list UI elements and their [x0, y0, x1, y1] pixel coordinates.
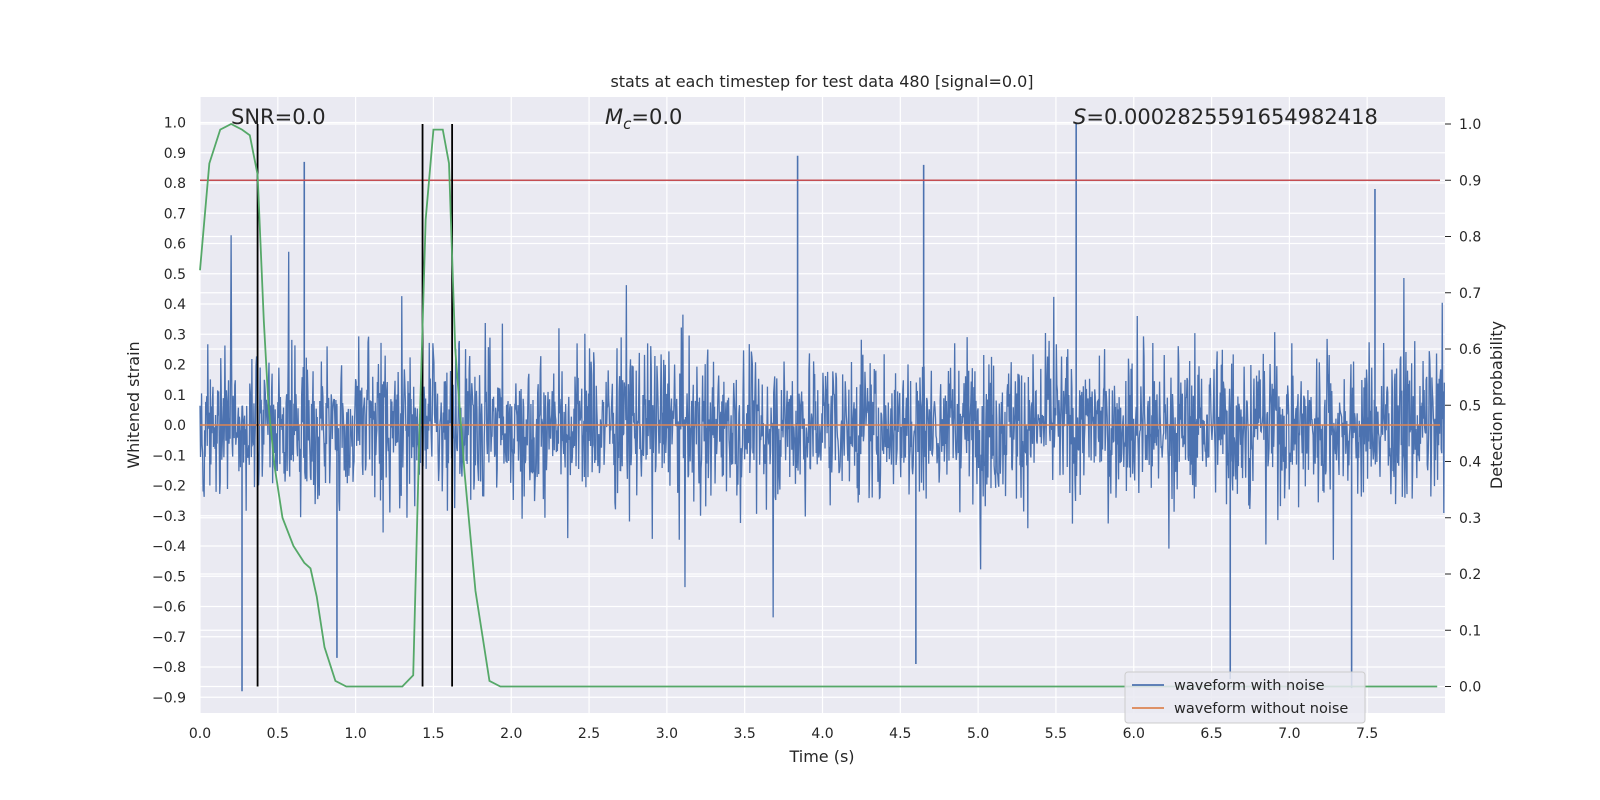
y-tick-label: −0.5	[152, 569, 186, 585]
x-tick-label: 6.0	[1123, 726, 1145, 742]
x-tick-label: 1.5	[422, 726, 444, 742]
x-tick-label: 3.0	[656, 726, 678, 742]
x-tick-label: 0.5	[267, 726, 289, 742]
x-tick-label: 5.5	[1045, 726, 1067, 742]
y-tick-label: 0.8	[164, 176, 186, 192]
y2-tick-label: 0.1	[1459, 623, 1481, 639]
chart-title: stats at each timestep for test data 480…	[610, 72, 1033, 91]
waveform-with-noise-line	[199, 235, 1445, 618]
legend: waveform with noise waveform without noi…	[1124, 671, 1366, 724]
x-tick-label: 7.5	[1356, 726, 1378, 742]
y-axis-label: Whitened strain	[124, 341, 143, 468]
legend-label-clean: waveform without noise	[1174, 701, 1348, 717]
y-tick-labels: −0.9 −0.8 −0.7 −0.6 −0.5 −0.4 −0.3 −0.2 −0.1 0.0 0…	[152, 116, 186, 707]
chirp-mass-annotation: Mc=0.0	[605, 105, 682, 133]
x-tick-label: 2.0	[500, 726, 522, 742]
x-tick-label: 7.0	[1278, 726, 1300, 742]
y2-tick-label: 0.3	[1459, 511, 1481, 527]
y2-axis-label: Detection probability	[1487, 321, 1506, 489]
legend-box	[1124, 671, 1366, 724]
y-tick-label: −0.2	[152, 479, 186, 495]
x-tick-labels: 0.0 0.5 1.0 1.5 2.0 2.5 3.0 3.5 4.0 4.5 5.0 5.5 6.0 6…	[189, 726, 1378, 742]
y-tick-label: 0.5	[164, 267, 186, 283]
y-tick-label: 1.0	[164, 116, 186, 132]
chirp-mass-symbol: M	[605, 105, 623, 129]
y2-tick-label: 0.6	[1459, 342, 1481, 358]
x-tick-label: 4.0	[811, 726, 833, 742]
y2-tick-label: 0.5	[1459, 398, 1481, 414]
y-tick-label: −0.7	[152, 630, 186, 646]
detection-probability-line	[199, 122, 1438, 688]
score-symbol: S	[1073, 105, 1086, 129]
y2-tick-labels: 0.0 0.1 0.2 0.3 0.4 0.5 0.6 0.7 0.8 0.9 1.0	[1445, 117, 1481, 696]
snr-annotation: SNR=0.0	[231, 105, 326, 129]
y-tick-label: −0.4	[152, 539, 186, 555]
x-axis-label: Time (s)	[788, 747, 854, 766]
x-tick-label: 2.5	[578, 726, 600, 742]
x-tick-label: 6.5	[1200, 726, 1222, 742]
y-tick-label: 0.7	[164, 206, 186, 222]
y-tick-label: 0.2	[164, 358, 186, 374]
y-tick-label: 0.3	[164, 327, 186, 343]
x-tick-label: 5.0	[967, 726, 989, 742]
y-tick-label: −0.3	[152, 509, 186, 525]
y2-tick-label: 0.8	[1459, 230, 1481, 246]
chirp-mass-subscript: c	[623, 115, 632, 133]
x-tick-label: 1.0	[344, 726, 366, 742]
y2-tick-label: 0.7	[1459, 286, 1481, 302]
y-tick-label: 0.4	[164, 297, 186, 313]
y-tick-label: −0.6	[152, 600, 186, 616]
y2-tick-label: 0.9	[1459, 173, 1481, 189]
y-tick-label: −0.1	[152, 448, 186, 464]
y2-tick-label: 0.2	[1459, 567, 1481, 583]
waveform-with-noise-series	[199, 122, 1445, 692]
y-tick-label: 0.1	[164, 388, 186, 404]
y-tick-label: −0.9	[152, 690, 186, 706]
score-value: =0.0002825591654982418	[1086, 105, 1378, 129]
y-tick-label: 0.9	[164, 146, 186, 162]
x-tick-label: 3.5	[734, 726, 756, 742]
x-tick-label: 4.5	[889, 726, 911, 742]
legend-label-noise: waveform with noise	[1174, 678, 1325, 694]
overlays	[199, 122, 1440, 688]
y2-tick-label: 1.0	[1459, 117, 1481, 133]
y-tick-label: 0.6	[164, 237, 186, 253]
y2-tick-label: 0.4	[1459, 455, 1481, 471]
y2-tick-label: 0.0	[1459, 680, 1481, 696]
y-tick-label: 0.0	[164, 418, 186, 434]
score-annotation: S=0.0002825591654982418	[1073, 105, 1378, 129]
y-tick-label: −0.8	[152, 660, 186, 676]
x-tick-label: 0.0	[189, 726, 211, 742]
chirp-mass-value: =0.0	[631, 105, 682, 129]
